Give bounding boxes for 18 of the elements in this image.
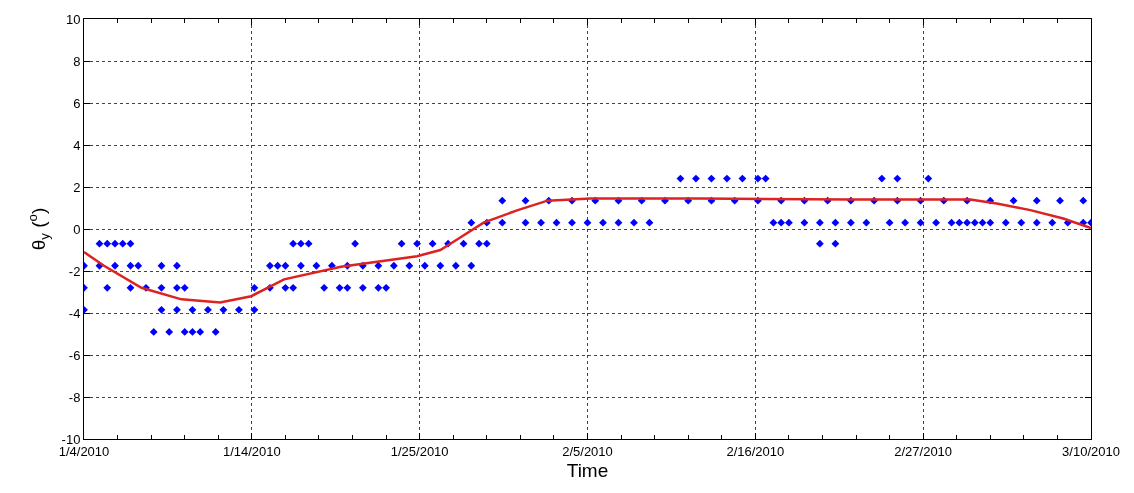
y-tick-label: -6 — [68, 347, 81, 363]
y-tick-label: -2 — [68, 263, 81, 279]
y-tick-label: 8 — [73, 53, 81, 69]
y-tick-label: 10 — [65, 11, 81, 27]
y-tick-label: 2 — [73, 179, 81, 195]
y-tick-label: -8 — [68, 389, 81, 405]
x-tick-label: 3/10/2010 — [1062, 443, 1120, 459]
y-tick-label: 0 — [73, 221, 81, 237]
y-tick-label: 6 — [73, 95, 81, 111]
y-tick-label: -4 — [68, 305, 81, 321]
x-tick-label: 2/27/2010 — [894, 443, 953, 459]
x-axis-title: Time — [566, 460, 609, 482]
y-tick-label: 4 — [73, 137, 81, 153]
line-series — [84, 197, 1091, 304]
x-tick-label: 2/5/2010 — [562, 443, 613, 459]
x-tick-label: 1/14/2010 — [222, 443, 281, 459]
x-tick-label: 1/25/2010 — [390, 443, 449, 459]
x-tick-label: 2/16/2010 — [726, 443, 785, 459]
